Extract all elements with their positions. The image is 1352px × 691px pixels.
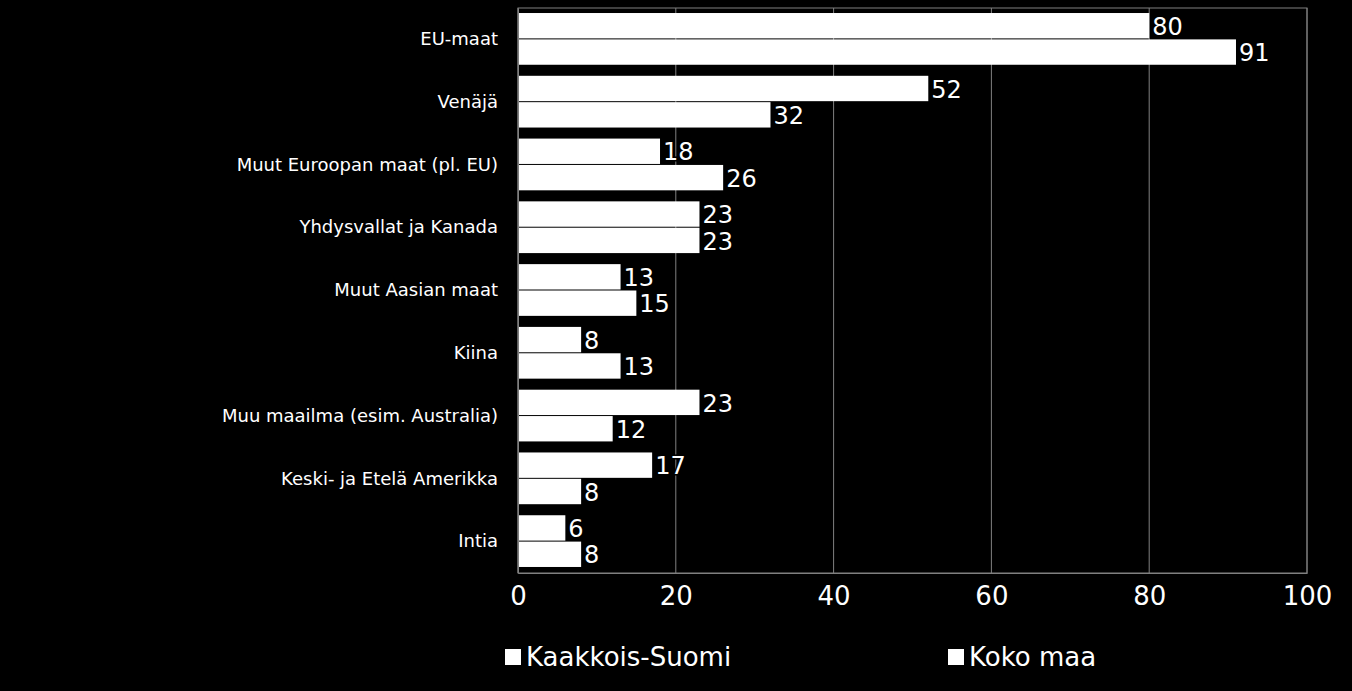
x-tick: 60 xyxy=(975,573,1008,611)
bar xyxy=(518,76,928,101)
y-tick: Muut Euroopan maat (pl. EU) xyxy=(237,154,518,175)
bar xyxy=(518,515,565,540)
y-tick-label: Muu maailma (esim. Australia) xyxy=(222,405,498,426)
y-tick-label: Yhdysvallat ja Kanada xyxy=(298,216,498,237)
grid xyxy=(518,8,1307,573)
bar xyxy=(518,228,699,253)
x-tick-label: 80 xyxy=(1133,581,1166,611)
y-tick: Intia xyxy=(458,530,518,551)
grid-line xyxy=(991,8,992,573)
y-tick-label: Venäjä xyxy=(438,91,498,112)
grid-line xyxy=(1149,8,1150,573)
bars xyxy=(518,13,1236,567)
bar xyxy=(518,139,660,164)
data-label: 15 xyxy=(639,290,670,318)
y-tick: Kiina xyxy=(454,342,518,363)
bar xyxy=(518,416,613,441)
y-tick: Muu maailma (esim. Australia) xyxy=(222,405,518,426)
x-axis-line xyxy=(519,573,1308,574)
data-label: 26 xyxy=(726,165,757,193)
chart: 8052182313823176913226231513128802040608… xyxy=(0,0,1352,691)
y-tick: Yhdysvallat ja Kanada xyxy=(298,216,518,237)
data-label: 13 xyxy=(624,264,655,292)
x-tick-label: 100 xyxy=(1283,581,1333,611)
x-tick: 20 xyxy=(660,573,693,611)
plot: 8052182313823176913226231513128802040608… xyxy=(222,8,1332,611)
x-tick: 0 xyxy=(510,573,527,611)
plot-frame xyxy=(518,8,1307,573)
y-tick: Venäjä xyxy=(438,91,518,112)
bar xyxy=(518,13,1149,38)
x-tick-label: 20 xyxy=(660,581,693,611)
data-label: 6 xyxy=(568,515,583,543)
bar xyxy=(518,264,621,289)
bar xyxy=(518,542,581,567)
data-labels: 80521823138231769132262315131288 xyxy=(568,13,1269,570)
y-tick-label: Muut Euroopan maat (pl. EU) xyxy=(237,154,498,175)
data-label: 23 xyxy=(702,228,733,256)
y-tick-label: Keski- ja Etelä Amerikka xyxy=(281,468,498,489)
x-tick: 80 xyxy=(1133,573,1166,611)
bar xyxy=(518,452,652,477)
legend-label: Kaakkois-Suomi xyxy=(526,642,731,672)
data-label: 52 xyxy=(931,76,962,104)
data-label: 13 xyxy=(624,353,655,381)
data-label: 18 xyxy=(663,138,694,166)
x-tick-label: 0 xyxy=(510,581,527,611)
data-label: 23 xyxy=(702,201,733,229)
legend-entry: Kaakkois-Suomi xyxy=(505,642,731,672)
legend-swatch xyxy=(505,649,521,665)
y-tick-label: Kiina xyxy=(454,342,498,363)
data-label: 80 xyxy=(1152,13,1183,41)
y-tick-label: Muut Aasian maat xyxy=(334,279,498,300)
bar xyxy=(518,39,1236,64)
x-tick-label: 40 xyxy=(818,581,851,611)
data-label: 8 xyxy=(584,479,599,507)
legend-swatch xyxy=(948,649,964,665)
bar xyxy=(518,165,723,190)
data-label: 23 xyxy=(702,390,733,418)
x-tick: 100 xyxy=(1283,573,1333,611)
y-tick: EU-maat xyxy=(420,28,518,49)
bar xyxy=(518,327,581,352)
data-label: 32 xyxy=(773,102,804,130)
bar xyxy=(518,479,581,504)
y-axis-line xyxy=(518,9,519,574)
x-tick: 40 xyxy=(818,573,851,611)
y-tick: Keski- ja Etelä Amerikka xyxy=(281,468,518,489)
data-label: 91 xyxy=(1239,39,1270,67)
x-axis: 0 20 40 60 80 100 xyxy=(510,573,1332,611)
bar xyxy=(518,201,699,226)
y-tick: Muut Aasian maat xyxy=(334,279,518,300)
bar xyxy=(518,390,699,415)
x-tick-label: 60 xyxy=(975,581,1008,611)
bar xyxy=(518,353,621,378)
bar xyxy=(518,291,636,316)
y-tick-label: Intia xyxy=(458,530,498,551)
y-tick-label: EU-maat xyxy=(420,28,498,49)
legend-entry: Koko maa xyxy=(948,642,1096,672)
data-label: 8 xyxy=(584,327,599,355)
y-axis: EU-maat Venäjä Muut Euroopan maat (pl. EU)… xyxy=(222,9,519,574)
legend: Kaakkois-Suomi Koko maa xyxy=(505,642,1096,672)
legend-label: Koko maa xyxy=(969,642,1096,672)
bar xyxy=(518,102,770,127)
data-label: 17 xyxy=(655,452,686,480)
data-label: 12 xyxy=(616,416,647,444)
data-label: 8 xyxy=(584,541,599,569)
